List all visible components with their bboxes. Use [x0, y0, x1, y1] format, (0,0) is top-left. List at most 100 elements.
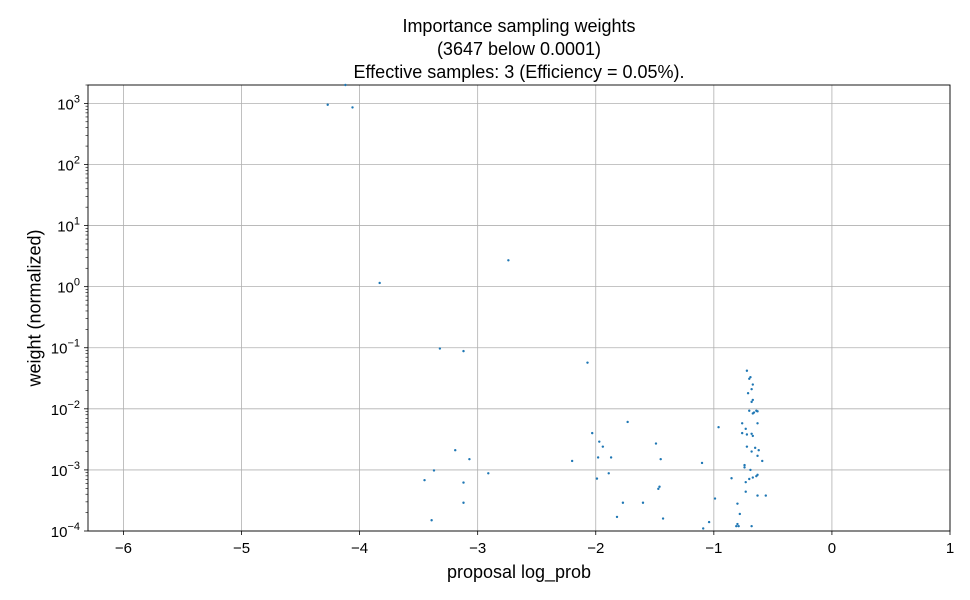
- data-point: [351, 106, 354, 109]
- data-point: [738, 512, 742, 516]
- y-tick-label-base: 10: [51, 341, 68, 358]
- data-point: [745, 369, 749, 372]
- y-tick-label: 102: [57, 154, 80, 174]
- data-point: [586, 361, 589, 364]
- y-tick-label-exponent: 2: [74, 154, 80, 166]
- data-point: [745, 433, 749, 436]
- data-point: [487, 472, 490, 475]
- y-tick-label-exponent: 3: [74, 93, 80, 105]
- data-point: [756, 422, 759, 425]
- data-point: [761, 459, 764, 463]
- x-tick-label: −1: [705, 540, 722, 557]
- data-point: [462, 349, 465, 353]
- y-tick-label-base: 10: [51, 463, 68, 480]
- data-point: [750, 450, 753, 453]
- data-point: [700, 461, 704, 465]
- data-point: [744, 490, 747, 493]
- data-point: [750, 387, 753, 391]
- x-tick-label: −3: [469, 540, 486, 557]
- y-tick-label: 10−2: [51, 399, 80, 419]
- data-point: [507, 259, 510, 262]
- data-point: [748, 409, 751, 412]
- y-tick-label-base: 10: [51, 402, 68, 419]
- data-point: [591, 431, 594, 435]
- data-point: [432, 469, 436, 472]
- data-point: [750, 400, 753, 404]
- data-point: [755, 474, 758, 478]
- y-tick-label-base: 10: [57, 157, 74, 174]
- data-point: [749, 468, 752, 472]
- data-point: [746, 392, 750, 395]
- data-point: [713, 497, 717, 500]
- x-tick-label: 0: [828, 540, 836, 557]
- data-point: [601, 445, 605, 448]
- x-axis-label: proposal log_prob: [446, 562, 592, 582]
- x-tick-label: 1: [946, 540, 954, 557]
- y-tick-label-exponent: 1: [74, 216, 80, 228]
- y-tick-label-exponent: −2: [67, 399, 80, 411]
- data-point: [659, 457, 662, 461]
- y-tick-label-exponent: 0: [74, 277, 80, 289]
- chart-title-line-2: (3647 below 0.0001): [436, 39, 602, 59]
- data-point: [596, 456, 600, 459]
- data-point: [748, 377, 751, 381]
- data-point: [378, 281, 381, 285]
- data-point: [326, 103, 329, 106]
- data-point: [730, 477, 733, 480]
- data-point: [736, 502, 739, 505]
- x-tick-label: −6: [115, 540, 132, 557]
- data-point: [743, 463, 746, 467]
- data-point: [641, 501, 645, 504]
- data-point: [462, 481, 465, 484]
- y-tick-label-exponent: −1: [67, 338, 80, 350]
- data-point: [595, 477, 599, 480]
- x-tick-label: −5: [233, 540, 250, 557]
- data-point: [607, 472, 610, 475]
- data-point: [423, 478, 426, 482]
- y-tick-label: 10−4: [51, 521, 80, 541]
- data-point: [750, 432, 753, 436]
- data-point: [344, 83, 347, 87]
- y-tick-label: 103: [57, 93, 80, 113]
- data-point: [751, 398, 755, 402]
- data-point: [751, 383, 755, 386]
- data-point: [753, 446, 757, 450]
- chart-title-line-3: Effective samples: 3 (Efficiency = 0.05%…: [353, 62, 685, 82]
- data-point: [757, 449, 760, 452]
- data-point: [661, 517, 665, 520]
- x-tick-label: −2: [587, 540, 604, 557]
- data-point: [615, 515, 619, 519]
- data-point: [621, 501, 625, 504]
- data-point: [430, 519, 433, 522]
- data-point: [570, 459, 574, 463]
- y-tick-label-base: 10: [57, 280, 74, 297]
- data-point: [658, 485, 661, 488]
- data-point: [743, 466, 746, 469]
- data-point: [748, 477, 751, 481]
- data-point: [751, 434, 755, 438]
- data-point: [740, 422, 744, 425]
- y-tick-label-base: 10: [57, 96, 74, 113]
- y-axis-label: weight (normalized): [24, 229, 45, 387]
- data-point: [438, 347, 442, 350]
- data-point: [654, 442, 658, 445]
- data-point: [744, 427, 747, 431]
- x-tick-label: −4: [351, 540, 368, 557]
- data-point: [736, 522, 739, 526]
- data-point: [598, 440, 601, 443]
- y-tick-label: 101: [57, 216, 80, 236]
- y-tick-label-base: 10: [51, 524, 68, 541]
- y-tick-label: 10−1: [51, 338, 80, 358]
- chart-title-line-1: Importance sampling weights: [402, 16, 636, 36]
- data-point: [749, 375, 752, 379]
- data-point: [740, 431, 744, 435]
- data-point: [657, 487, 660, 491]
- data-point: [756, 494, 759, 497]
- data-point: [717, 426, 720, 429]
- data-point: [756, 454, 759, 458]
- data-point: [751, 412, 755, 415]
- y-tick-label: 10−3: [51, 460, 80, 480]
- y-tick-label-exponent: −4: [67, 521, 80, 533]
